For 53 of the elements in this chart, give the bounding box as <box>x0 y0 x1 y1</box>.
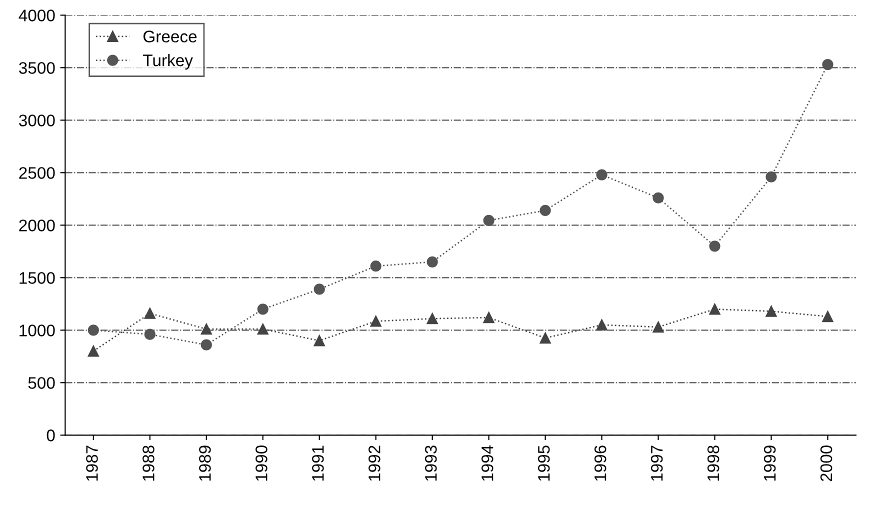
point <box>426 313 438 324</box>
point <box>709 240 720 252</box>
point <box>822 58 834 70</box>
x-tick-label: 1996 <box>594 446 606 481</box>
x-tick-label: 1993 <box>425 446 437 481</box>
x-tick-label: 1992 <box>368 446 380 481</box>
x-tick-label: 1989 <box>199 446 211 481</box>
y-tick-label: 2500 <box>19 167 55 179</box>
x-tick-label: 1991 <box>312 446 324 481</box>
y-tick-label: 4000 <box>18 10 55 22</box>
point <box>596 169 608 180</box>
x-tick-label: 1997 <box>650 446 663 481</box>
point <box>144 328 156 340</box>
point <box>652 321 664 333</box>
x-tick-label: 1995 <box>538 446 550 481</box>
y-tick-label: 3000 <box>19 114 55 126</box>
point <box>709 304 720 315</box>
point <box>766 306 777 317</box>
x-tick-label: 1988 <box>142 446 154 481</box>
legend-label: Greece <box>143 30 197 42</box>
x-tick-label: 2000 <box>820 446 832 482</box>
x-tick-label: 1998 <box>707 446 720 481</box>
point <box>483 312 494 324</box>
point <box>370 316 382 327</box>
point <box>766 171 777 182</box>
point <box>88 324 99 336</box>
point <box>652 192 664 204</box>
y-tick-label: 0 <box>46 430 55 442</box>
x-tick-label: 1987 <box>86 446 98 481</box>
point <box>426 256 438 268</box>
point <box>370 260 382 272</box>
point <box>314 284 325 295</box>
x-tick-label: 1990 <box>256 446 268 481</box>
point <box>200 339 212 350</box>
y-tick-label: 500 <box>28 377 55 389</box>
point <box>88 346 99 357</box>
point <box>822 310 834 322</box>
point <box>200 324 212 335</box>
point <box>596 319 608 330</box>
y-tick-label: 3500 <box>19 62 55 74</box>
point <box>257 304 268 315</box>
point <box>314 335 325 346</box>
y-tick-label: 2000 <box>19 220 55 232</box>
point <box>483 214 494 226</box>
y-tick-label: 1000 <box>20 324 55 336</box>
point <box>540 332 551 344</box>
point <box>257 324 268 335</box>
y-tick-label: 1500 <box>20 272 55 284</box>
point <box>540 204 551 216</box>
x-tick-label: 1999 <box>764 446 776 481</box>
legend-label: Turkey <box>143 54 193 70</box>
point <box>144 308 156 319</box>
x-tick-label: 1994 <box>481 445 494 481</box>
